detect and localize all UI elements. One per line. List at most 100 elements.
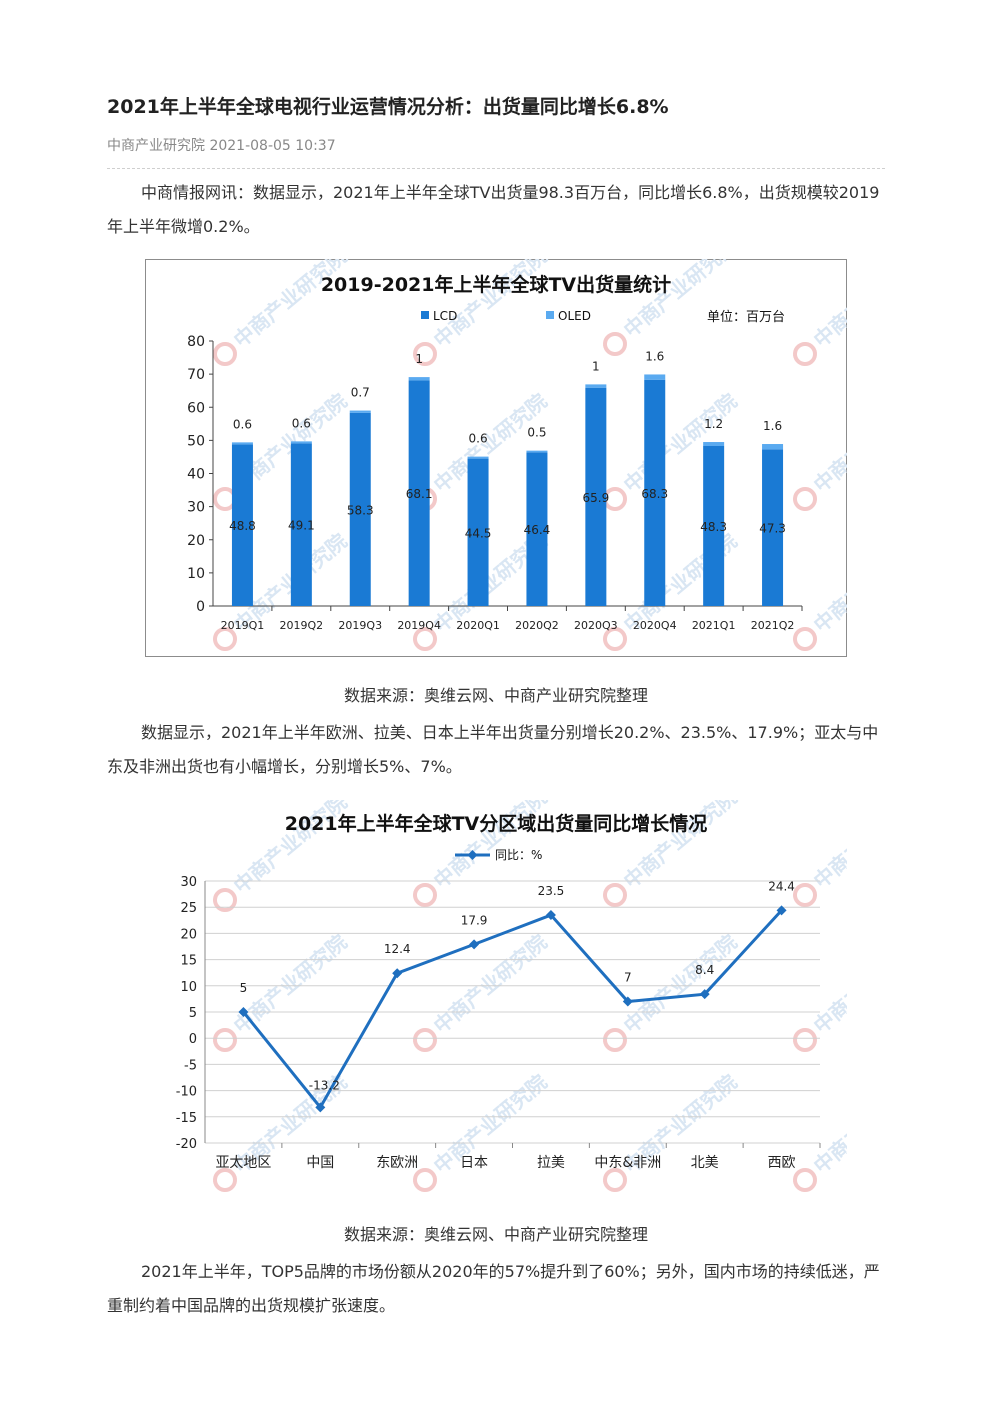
y-tick-label: 15 <box>180 954 197 969</box>
data-label-lcd: 48.8 <box>229 519 256 533</box>
y-tick-label: 20 <box>187 533 205 549</box>
watermark: 中商产业研究院 <box>413 930 552 1052</box>
paragraph-intro: 中商情报网讯：数据显示，2021年上半年全球TV出货量98.3百万台，同比增长6… <box>107 183 880 236</box>
bar-oled <box>231 442 253 445</box>
y-tick-label: 10 <box>187 566 205 582</box>
y-tick-label: 0 <box>189 1032 197 1047</box>
bar-oled <box>585 384 607 388</box>
data-label-oled: 1 <box>592 359 600 373</box>
chart-unit: 单位：百万台 <box>707 310 785 325</box>
svg-text:中商产业研究院: 中商产业研究院 <box>429 930 552 1038</box>
y-tick-label: 10 <box>180 980 197 995</box>
x-tick-label: 2019Q2 <box>280 619 324 632</box>
article-source-date: 中商产业研究院 2021-08-05 10:37 <box>107 138 336 154</box>
data-point <box>238 1007 249 1017</box>
data-label-oled: 0.6 <box>292 416 311 430</box>
y-tick-label: 80 <box>187 334 205 350</box>
y-tick-label: 50 <box>187 433 205 449</box>
data-label-lcd: 46.4 <box>524 523 551 537</box>
bar-lcd <box>408 380 430 606</box>
data-label-lcd: 48.3 <box>700 520 727 534</box>
bar-lcd <box>644 379 666 606</box>
y-tick-label: -20 <box>176 1137 197 1152</box>
legend-label: 同比：% <box>495 848 542 862</box>
x-tick-label: 2019Q4 <box>397 619 441 632</box>
bar-oled <box>762 444 784 450</box>
data-label-oled: 0.6 <box>469 432 488 446</box>
x-tick-label: 2019Q1 <box>221 619 265 632</box>
chart-title: 2019-2021年上半年全球TV出货量统计 <box>321 273 671 296</box>
data-label: 17.9 <box>461 913 488 927</box>
bar-lcd <box>762 449 784 606</box>
bar-lcd <box>703 446 725 606</box>
divider <box>107 168 885 169</box>
data-point <box>776 905 787 916</box>
data-point <box>545 910 556 921</box>
legend-swatch <box>421 311 429 319</box>
y-tick-label: 40 <box>187 467 205 483</box>
x-tick-label: 2020Q2 <box>515 619 559 632</box>
svg-text:中商产业研究院: 中商产业研究院 <box>809 930 847 1038</box>
watermark: 中商产业研究院 <box>793 930 847 1052</box>
y-tick-label: 0 <box>196 599 205 615</box>
paragraph-regions: 数据显示，2021年上半年欧洲、拉美、日本上半年出货量分别增长20.2%、23.… <box>107 723 879 776</box>
bar-lcd <box>526 452 548 606</box>
y-tick-label: 30 <box>180 875 197 890</box>
y-tick-label: 20 <box>180 927 197 942</box>
bar-lcd <box>290 443 312 606</box>
data-point <box>392 968 403 979</box>
y-tick-label: 60 <box>187 400 205 416</box>
bar-lcd <box>585 387 607 606</box>
bar-lcd <box>349 412 371 606</box>
watermark: 中商产业研究院 <box>413 1070 552 1192</box>
data-label-oled: 0.6 <box>233 417 252 431</box>
data-label-lcd: 44.5 <box>465 526 492 540</box>
y-tick-label: 25 <box>180 901 197 916</box>
bar-oled <box>467 456 489 459</box>
x-tick-label: 中国 <box>306 1155 334 1171</box>
watermark: 中商产业研究院 <box>793 1070 847 1192</box>
y-tick-label: 30 <box>187 500 205 516</box>
svg-text:中商产业研究院: 中商产业研究院 <box>809 1070 847 1178</box>
data-label-oled: 1.6 <box>645 349 664 363</box>
data-label-lcd: 58.3 <box>347 503 374 517</box>
bar-oled <box>408 377 430 381</box>
paragraph-brands: 2021年上半年，TOP5品牌的市场份额从2020年的57%提升到了60%；另外… <box>107 1262 880 1315</box>
y-tick-label: -5 <box>184 1058 197 1073</box>
bar-oled <box>290 441 312 444</box>
data-label: 24.4 <box>768 879 795 893</box>
legend-label: LCD <box>433 309 457 323</box>
data-label-lcd: 68.3 <box>641 487 668 501</box>
data-point <box>699 989 710 1000</box>
bar-oled <box>703 442 725 447</box>
x-tick-label: 拉美 <box>537 1155 565 1171</box>
data-label-oled: 0.5 <box>527 426 546 440</box>
watermark: 中商产业研究院 <box>793 800 847 907</box>
y-tick-label: 5 <box>189 1006 197 1021</box>
svg-text:中商产业研究院: 中商产业研究院 <box>229 930 352 1038</box>
y-tick-label: -10 <box>176 1085 197 1100</box>
chart-title: 2021年上半年全球TV分区域出货量同比增长情况 <box>285 812 708 835</box>
data-label: 23.5 <box>538 884 565 898</box>
bar-lcd <box>231 444 253 606</box>
x-tick-label: 2021Q2 <box>751 619 795 632</box>
data-point <box>622 996 633 1007</box>
svg-text:中商产业研究院: 中商产业研究院 <box>809 800 847 893</box>
svg-text:中商产业研究院: 中商产业研究院 <box>619 930 742 1038</box>
watermark: 中商产业研究院 <box>603 1070 742 1192</box>
legend-swatch <box>546 311 554 319</box>
bar-lcd <box>467 458 489 606</box>
x-tick-label: 中东&非洲 <box>594 1155 661 1171</box>
watermark: 中商产业研究院 <box>213 930 352 1052</box>
y-tick-label: 70 <box>187 367 205 383</box>
data-label-lcd: 49.1 <box>288 519 315 533</box>
legend-label: OLED <box>558 309 591 323</box>
x-tick-label: 东欧洲 <box>376 1155 418 1171</box>
legend-marker <box>467 850 478 860</box>
data-label-oled: 1.6 <box>763 419 782 433</box>
data-label: 5 <box>240 981 248 995</box>
data-label-oled: 0.7 <box>351 386 370 400</box>
data-label-oled: 1 <box>415 352 423 366</box>
chart2-caption: 数据来源：奥维云网、中商产业研究院整理 <box>343 1225 648 1244</box>
